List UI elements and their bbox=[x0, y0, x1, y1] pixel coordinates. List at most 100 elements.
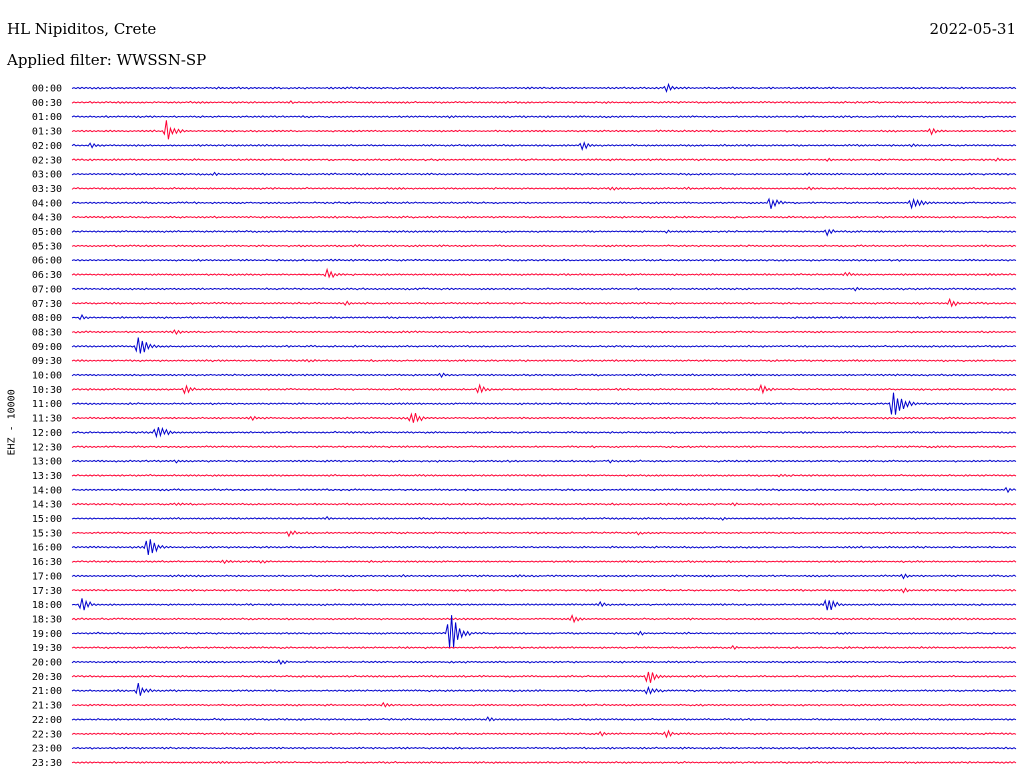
row-time-label: 04:30 bbox=[32, 213, 62, 224]
row-time-label: 06:00 bbox=[32, 256, 62, 267]
seismic-trace bbox=[71, 297, 1017, 308]
trace-row-1400: 14:00 bbox=[32, 485, 1017, 496]
seismic-trace bbox=[71, 186, 1017, 191]
row-time-label: 11:00 bbox=[32, 399, 62, 410]
row-time-label: 09:30 bbox=[32, 356, 62, 367]
row-time-label: 19:00 bbox=[32, 629, 62, 640]
row-time-label: 12:00 bbox=[32, 428, 62, 439]
row-time-label: 22:00 bbox=[32, 715, 62, 726]
seismic-trace bbox=[71, 392, 1017, 415]
row-time-label: 15:00 bbox=[32, 514, 62, 525]
row-time-label: 02:30 bbox=[32, 155, 62, 166]
row-time-label: 17:30 bbox=[32, 586, 62, 597]
trace-row-2030: 20:30 bbox=[32, 671, 1017, 683]
seismic-trace bbox=[71, 337, 1017, 354]
row-time-label: 18:00 bbox=[32, 600, 62, 611]
row-time-label: 12:30 bbox=[32, 442, 62, 453]
seismic-trace bbox=[71, 82, 1017, 94]
trace-row-0400: 04:00 bbox=[32, 197, 1017, 210]
trace-row-1530: 15:30 bbox=[32, 528, 1017, 539]
trace-row-1100: 11:00 bbox=[32, 392, 1017, 415]
trace-row-0430: 04:30 bbox=[32, 213, 1017, 224]
trace-row-1200: 12:00 bbox=[32, 426, 1017, 439]
row-time-label: 14:00 bbox=[32, 485, 62, 496]
seismic-trace bbox=[71, 267, 1017, 279]
seismic-trace bbox=[71, 587, 1017, 594]
row-time-label: 23:00 bbox=[32, 744, 62, 755]
trace-row-1830: 18:30 bbox=[32, 614, 1017, 625]
seismic-trace bbox=[71, 659, 1017, 666]
seismic-trace bbox=[71, 746, 1017, 750]
seismic-trace bbox=[71, 120, 1017, 140]
trace-row-0000: 00:00 bbox=[32, 82, 1017, 95]
row-time-label: 13:00 bbox=[32, 457, 62, 468]
seismic-trace bbox=[71, 614, 1017, 624]
trace-row-0500: 05:00 bbox=[32, 227, 1017, 238]
seismic-trace bbox=[71, 228, 1017, 237]
trace-row-0200: 02:00 bbox=[32, 141, 1017, 152]
seismic-trace bbox=[71, 760, 1017, 765]
row-time-label: 20:00 bbox=[32, 658, 62, 669]
row-time-label: 09:00 bbox=[32, 342, 62, 353]
trace-row-2100: 21:00 bbox=[32, 683, 1017, 697]
trace-row-1500: 15:00 bbox=[32, 514, 1017, 525]
trace-row-2200: 22:00 bbox=[32, 715, 1017, 726]
row-time-label: 06:30 bbox=[32, 270, 62, 281]
seismic-trace bbox=[71, 445, 1017, 449]
trace-row-1230: 12:30 bbox=[32, 442, 1017, 453]
row-time-label: 16:00 bbox=[32, 543, 62, 554]
seismic-trace bbox=[71, 502, 1017, 507]
seismic-trace bbox=[71, 573, 1017, 580]
row-time-label: 14:30 bbox=[32, 500, 62, 511]
seismic-trace bbox=[71, 683, 1017, 696]
trace-row-2300: 23:00 bbox=[32, 744, 1017, 755]
seismic-trace bbox=[71, 313, 1017, 321]
seismic-trace bbox=[71, 372, 1017, 379]
row-time-label: 04:00 bbox=[32, 198, 62, 209]
seismic-trace bbox=[71, 426, 1017, 439]
seismic-trace bbox=[71, 716, 1017, 722]
trace-row-0230: 02:30 bbox=[32, 155, 1017, 166]
trace-row-2330: 23:30 bbox=[32, 758, 1017, 769]
seismic-trace bbox=[71, 530, 1017, 538]
filter-label: Applied filter: WWSSN-SP bbox=[7, 51, 207, 69]
row-time-label: 19:30 bbox=[32, 643, 62, 654]
row-time-label: 21:30 bbox=[32, 701, 62, 712]
row-time-label: 10:00 bbox=[32, 371, 62, 382]
date-label: 2022-05-31 bbox=[929, 20, 1016, 38]
row-time-label: 01:30 bbox=[32, 127, 62, 138]
row-time-label: 16:30 bbox=[32, 557, 62, 568]
trace-row-1130: 11:30 bbox=[32, 412, 1017, 425]
trace-row-0700: 07:00 bbox=[32, 284, 1017, 295]
trace-row-2230: 22:30 bbox=[32, 729, 1017, 740]
seismic-trace bbox=[71, 701, 1017, 708]
seismic-trace bbox=[71, 286, 1017, 292]
trace-row-1630: 16:30 bbox=[32, 557, 1017, 568]
trace-row-1730: 17:30 bbox=[32, 586, 1017, 597]
station-title: HL Nipiditos, Crete bbox=[7, 20, 157, 38]
trace-row-1700: 17:00 bbox=[32, 571, 1017, 582]
trace-row-0830: 08:30 bbox=[32, 327, 1017, 338]
seismic-trace bbox=[71, 671, 1017, 683]
seismic-trace bbox=[71, 358, 1017, 363]
trace-row-1900: 19:00 bbox=[32, 615, 1017, 648]
seismic-trace bbox=[71, 615, 1017, 648]
seismic-trace bbox=[71, 244, 1017, 248]
row-time-label: 03:00 bbox=[32, 170, 62, 181]
trace-row-1930: 19:30 bbox=[32, 643, 1017, 654]
trace-row-0730: 07:30 bbox=[32, 297, 1017, 310]
trace-row-0800: 08:00 bbox=[32, 313, 1017, 324]
trace-row-0600: 06:00 bbox=[32, 256, 1017, 267]
seismic-trace bbox=[71, 539, 1017, 555]
seismic-trace bbox=[71, 100, 1017, 105]
seismic-trace bbox=[71, 515, 1017, 521]
seismic-trace bbox=[71, 157, 1017, 162]
trace-row-0900: 09:00 bbox=[32, 337, 1017, 354]
seismic-trace bbox=[71, 412, 1017, 423]
seismic-trace bbox=[71, 559, 1017, 565]
seismic-trace bbox=[71, 115, 1017, 119]
row-time-label: 08:30 bbox=[32, 327, 62, 338]
row-time-label: 05:00 bbox=[32, 227, 62, 238]
trace-row-2000: 20:00 bbox=[32, 658, 1017, 669]
trace-row-1430: 14:30 bbox=[32, 500, 1017, 511]
